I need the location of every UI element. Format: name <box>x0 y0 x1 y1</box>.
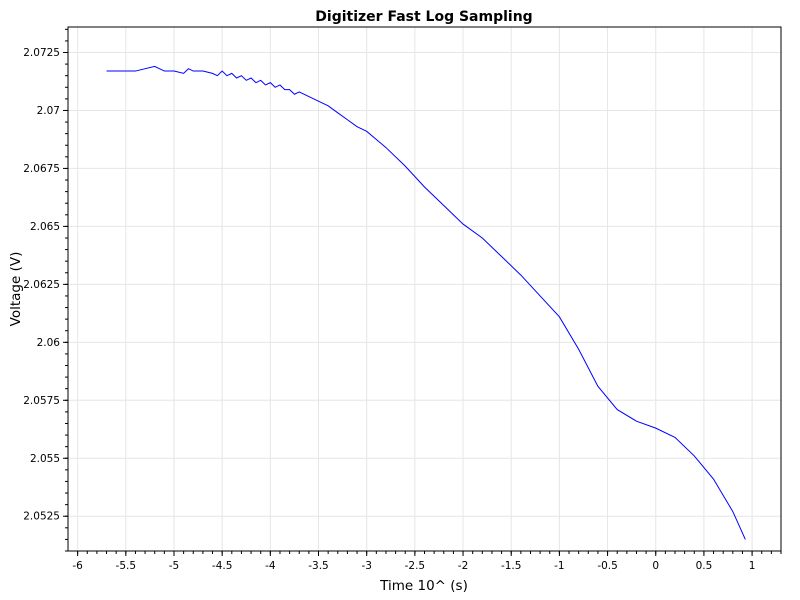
x-axis-label: Time 10^ (s) <box>379 578 468 594</box>
y-tick-label: 2.07 <box>37 105 60 117</box>
x-tick-label: -2 <box>458 560 468 572</box>
x-tick-label: -4 <box>265 560 276 572</box>
y-axis-label: Voltage (V) <box>8 252 24 327</box>
plot-frame <box>67 26 782 552</box>
series-line <box>106 65 746 540</box>
x-tick-label: -2.5 <box>405 560 426 572</box>
x-tick-label: -1.5 <box>501 560 522 572</box>
y-tick-label: 2.0525 <box>23 511 60 523</box>
x-axis: -6 -5.5 -5 -4.5 -4 -3.5 -3 -2.5 -2 -1.5 -1 -0.5 0 0.5… <box>72 551 755 572</box>
x-tick-label: -4.5 <box>212 560 233 572</box>
y-tick-label: 2.0575 <box>23 395 60 407</box>
y-tick-label: 2.055 <box>30 453 60 465</box>
x-tick-label: 0.5 <box>696 560 713 572</box>
y-tick-label: 2.0725 <box>23 47 60 59</box>
chart-title: Digitizer Fast Log Sampling <box>315 9 532 25</box>
x-tick-label: 1 <box>749 560 756 572</box>
y-tick-label: 2.0625 <box>23 279 60 291</box>
x-tick-label: 0 <box>652 560 659 572</box>
x-tick-label: -0.5 <box>597 560 618 572</box>
y-tick-label: 2.065 <box>30 221 60 233</box>
x-tick-label: -6 <box>72 560 83 572</box>
minor-ticks <box>65 28 782 554</box>
y-tick-label: 2.0675 <box>23 163 60 175</box>
x-tick-label: -5.5 <box>116 560 137 572</box>
y-axis: 2.0525 2.055 2.0575 2.06 2.0625 2.065 2.0675 2.… <box>23 47 68 523</box>
x-tick-label: -3 <box>361 560 371 572</box>
y-tick-label: 2.06 <box>37 337 61 349</box>
x-tick-label: -3.5 <box>308 560 329 572</box>
x-tick-label: -5 <box>169 560 179 572</box>
x-tick-label: -1 <box>554 560 564 572</box>
grid <box>68 27 781 551</box>
